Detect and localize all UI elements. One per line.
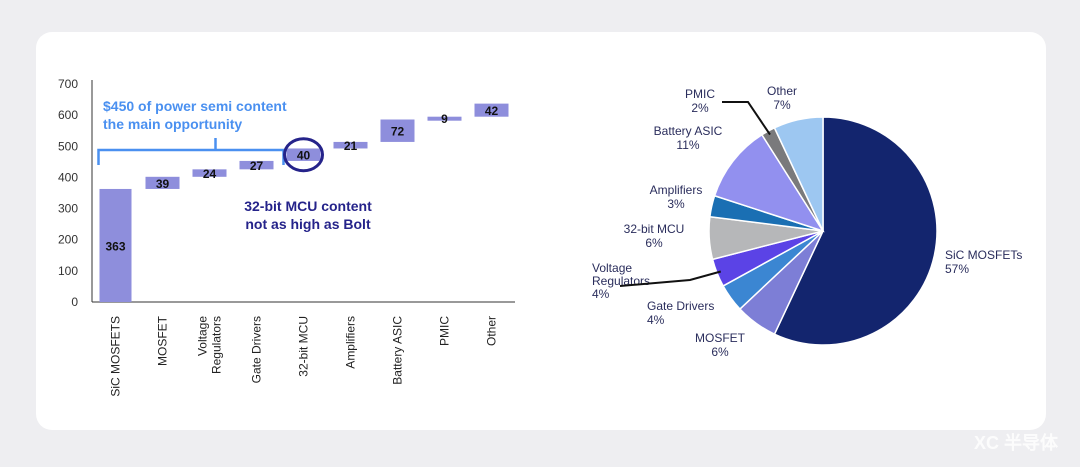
x-category-label: MOSFET — [156, 315, 170, 366]
waterfall-bar — [145, 176, 180, 189]
y-tick-label: 500 — [58, 139, 78, 153]
y-tick-label: 0 — [71, 295, 78, 309]
x-category-label: SiC MOSFETS — [109, 316, 123, 397]
bar-value-label: 72 — [391, 125, 405, 139]
pie-chart: SiC MOSFETs 57% MOSFET 6% Gate Drivers 4%Volt… — [592, 84, 1022, 359]
waterfall-bar — [380, 119, 415, 142]
x-category-label: Battery ASIC — [391, 316, 405, 385]
pie-label: 32-bit MCU 6% — [624, 222, 685, 250]
y-tick-label: 200 — [58, 233, 78, 247]
bar-value-label: 24 — [203, 167, 217, 181]
x-category-label: VoltageRegulators — [196, 316, 224, 374]
mcu-text-2: not as high as Bolt — [245, 216, 371, 232]
waterfall-bar — [286, 148, 321, 161]
waterfall-bar — [192, 169, 227, 177]
x-category-label: Other — [485, 316, 499, 346]
bar-value-label: 42 — [485, 104, 499, 118]
pie-label: PMIC 2% — [685, 87, 715, 115]
pie-leader-line — [722, 101, 771, 136]
mcu-text-1: 32-bit MCU content — [244, 198, 372, 214]
bracket-text-2: the main opportunity — [103, 116, 242, 132]
bar-value-label: 27 — [250, 159, 264, 173]
y-tick-label: 700 — [58, 77, 78, 91]
y-tick-label: 300 — [58, 202, 78, 216]
y-tick-label: 600 — [58, 108, 78, 122]
pie-label: SiC MOSFETs 57% — [945, 248, 1022, 276]
x-category-label: PMIC — [438, 316, 452, 346]
pie-label: Amplifiers 3% — [650, 183, 703, 211]
waterfall-bar — [239, 160, 274, 170]
waterfall-bar — [427, 116, 462, 121]
bar-value-label: 21 — [344, 139, 358, 153]
pie-slice — [713, 133, 825, 233]
pie-label: Battery ASIC 11% — [654, 124, 723, 152]
waterfall-bar — [99, 188, 132, 302]
x-category-label: Amplifiers — [344, 316, 358, 369]
bar-value-label: 363 — [105, 239, 125, 253]
pie-slice — [773, 116, 824, 232]
y-tick-label: 400 — [58, 170, 78, 184]
pie-label: MOSFET 6% — [695, 331, 746, 359]
bracket-text-1: $450 of power semi content — [103, 98, 287, 114]
pie-label: Other 7% — [767, 84, 797, 112]
x-category-label: 32-bit MCU — [297, 316, 311, 377]
bar-value-label: 9 — [441, 112, 448, 126]
pie-label: Gate Drivers 4% — [647, 299, 714, 327]
pie-slice — [773, 116, 938, 346]
pie-label: Voltage Regulators 4% — [592, 261, 650, 301]
bar-value-label: 40 — [297, 149, 311, 163]
watermark: XC 半导体 — [973, 433, 1058, 453]
waterfall-chart: 0 100 200 300 400 500 600 700 363 SiC MOSFETS 39 MO… — [58, 77, 515, 397]
waterfall-bar — [333, 141, 368, 149]
y-tick-label: 100 — [58, 264, 78, 278]
pie-leader-line — [619, 270, 721, 287]
waterfall-bar — [474, 103, 509, 117]
mcu-highlight-circle — [283, 137, 324, 173]
bar-value-label: 39 — [156, 177, 170, 191]
x-category-label: Gate Drivers — [250, 316, 264, 383]
